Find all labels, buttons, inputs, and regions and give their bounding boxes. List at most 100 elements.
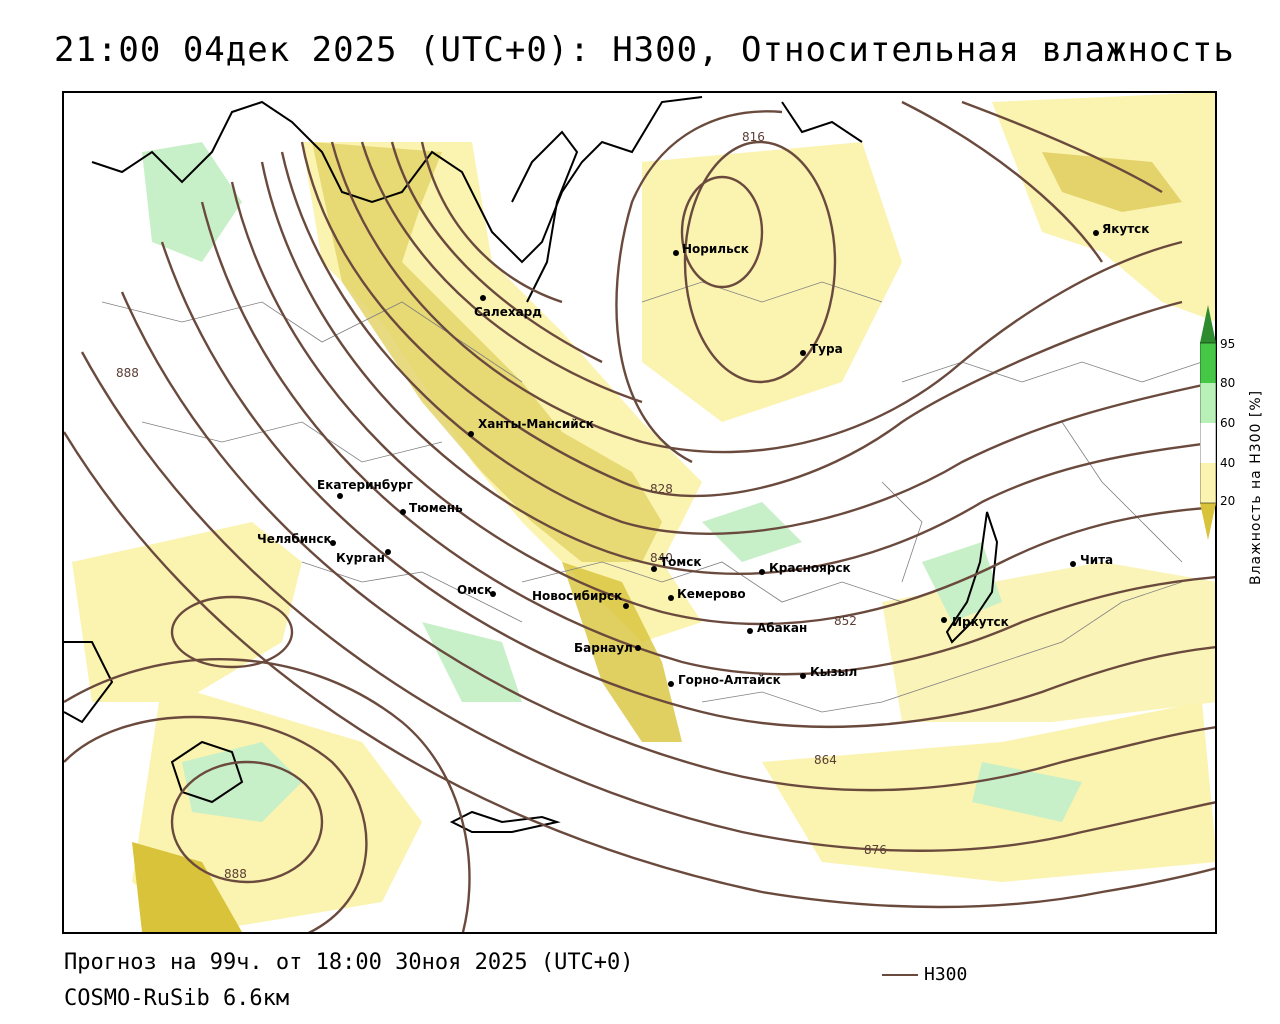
taymyr-coastline — [781, 101, 863, 143]
city-marker — [759, 569, 765, 575]
humidity-northeast-dark — [1042, 152, 1182, 212]
humidity-northeast-patch — [992, 93, 1215, 322]
humidity-east-patch — [882, 562, 1215, 722]
model-info: COSMO-RuSib 6.6км — [64, 986, 290, 1011]
humidity-moist-e — [922, 542, 1002, 622]
city-label: Челябинск — [257, 532, 332, 546]
border-line — [521, 561, 903, 603]
city-marker — [330, 540, 336, 546]
contour-line — [260, 161, 1215, 575]
city-label: Салехард — [474, 305, 542, 319]
contour-line — [300, 141, 1183, 498]
humidity-moist-s — [422, 622, 522, 702]
forecast-info: Прогноз на 99ч. от 18:00 30ноя 2025 (UTC… — [64, 950, 634, 975]
colorbar-segment — [1200, 383, 1216, 423]
map-title: 21:00 04дек 2025 (UTC+0): H300, Относите… — [54, 30, 1235, 70]
contour-legend-label: H300 — [924, 964, 968, 985]
city-label: Кемерово — [677, 587, 746, 601]
contour-low-816 — [683, 140, 837, 384]
contour-label: 852 — [834, 614, 857, 628]
contour-line — [160, 241, 1215, 728]
border-line — [1061, 421, 1183, 563]
city-marker — [480, 295, 486, 301]
contour-line — [280, 151, 1215, 535]
city-label: Тюмень — [409, 501, 463, 515]
contour-labels: 816 828 840 852 864 876 888 888 — [116, 130, 887, 881]
colorbar-border — [1200, 342, 1216, 504]
city-marker — [400, 509, 406, 515]
city-label: Барнаул — [574, 641, 633, 655]
colorbar-title: Влажность на H300 [%] — [1248, 389, 1264, 585]
weather-map: 816 828 840 852 864 876 888 888 Якутск Н… — [62, 91, 1217, 934]
h300-contours — [64, 100, 1215, 932]
contour-line — [64, 715, 368, 932]
city-marker — [385, 549, 391, 555]
city-marker — [800, 673, 806, 679]
city-label: Чита — [1080, 553, 1113, 567]
city-label: Курган — [336, 551, 385, 565]
city-marker — [623, 603, 629, 609]
contour-low-inner — [680, 175, 764, 289]
contour-label: 888 — [116, 366, 139, 380]
city-label: Новосибирск — [532, 589, 622, 603]
city-label: Норильск — [682, 242, 749, 256]
contour-line — [961, 100, 1163, 194]
city-label: Тура — [810, 342, 843, 356]
map-canvas: 816 828 840 852 864 876 888 888 Якутск Н… — [64, 93, 1215, 932]
colorbar-tick: 20 — [1220, 494, 1236, 508]
city-marker — [337, 493, 343, 499]
city-marker — [651, 566, 657, 572]
contour-line — [120, 291, 1215, 792]
contour-line — [390, 141, 603, 364]
city-label: Иркутск — [952, 615, 1009, 629]
aral-outline — [449, 810, 561, 833]
contour-line — [64, 431, 1215, 909]
border-line — [101, 301, 523, 383]
city-marker — [800, 350, 806, 356]
contour-line — [330, 141, 1183, 454]
city-label: Красноярск — [769, 561, 851, 575]
contour-label: 864 — [814, 753, 837, 767]
city-label: Кызыл — [810, 665, 857, 679]
city-marker — [635, 645, 641, 651]
colorbar-cap-bottom — [1200, 503, 1216, 540]
border-line — [301, 561, 523, 623]
humidity-fill — [72, 93, 1215, 932]
contour-high-west — [170, 595, 294, 669]
border-line — [701, 581, 1183, 713]
city-marker — [1093, 230, 1099, 236]
colorbar-cap-top — [1200, 305, 1216, 343]
city-marker — [673, 250, 679, 256]
border-line — [881, 481, 923, 583]
contour-label: 888 — [224, 867, 247, 881]
city-label: Горно-Алтайск — [678, 673, 781, 687]
contour-label: 828 — [650, 482, 673, 496]
city-marker — [668, 595, 674, 601]
yamal-coastline — [511, 130, 579, 303]
contour-legend: H300 — [882, 964, 967, 985]
humidity-north-patch — [642, 142, 902, 422]
city-marker — [468, 431, 474, 437]
city-marker — [747, 628, 753, 634]
city-label: Томск — [660, 555, 702, 569]
caspian-edge — [64, 641, 114, 724]
contour-high-888 — [170, 760, 324, 884]
colorbar-tick: 60 — [1220, 416, 1236, 430]
colorbar-tick: 95 — [1220, 337, 1236, 351]
colorbar-segment — [1200, 463, 1216, 503]
humidity-dark-band — [312, 142, 662, 562]
contour-line — [64, 658, 471, 932]
arctic-coastline — [91, 96, 703, 264]
contour-label: 876 — [864, 843, 887, 857]
city-label: Ханты-Мансийск — [478, 417, 594, 431]
city-label: Якутск — [1102, 222, 1149, 236]
region-borders — [101, 281, 1203, 713]
city-label: Екатеринбург — [317, 478, 413, 492]
border-line — [901, 361, 1203, 383]
humidity-west-patch — [72, 522, 302, 702]
colorbar-tick: 80 — [1220, 376, 1236, 390]
contour-line — [200, 201, 1215, 676]
contour-line — [230, 181, 1215, 626]
city-label: Абакан — [757, 621, 807, 635]
colorbar-tick: 40 — [1220, 456, 1236, 470]
